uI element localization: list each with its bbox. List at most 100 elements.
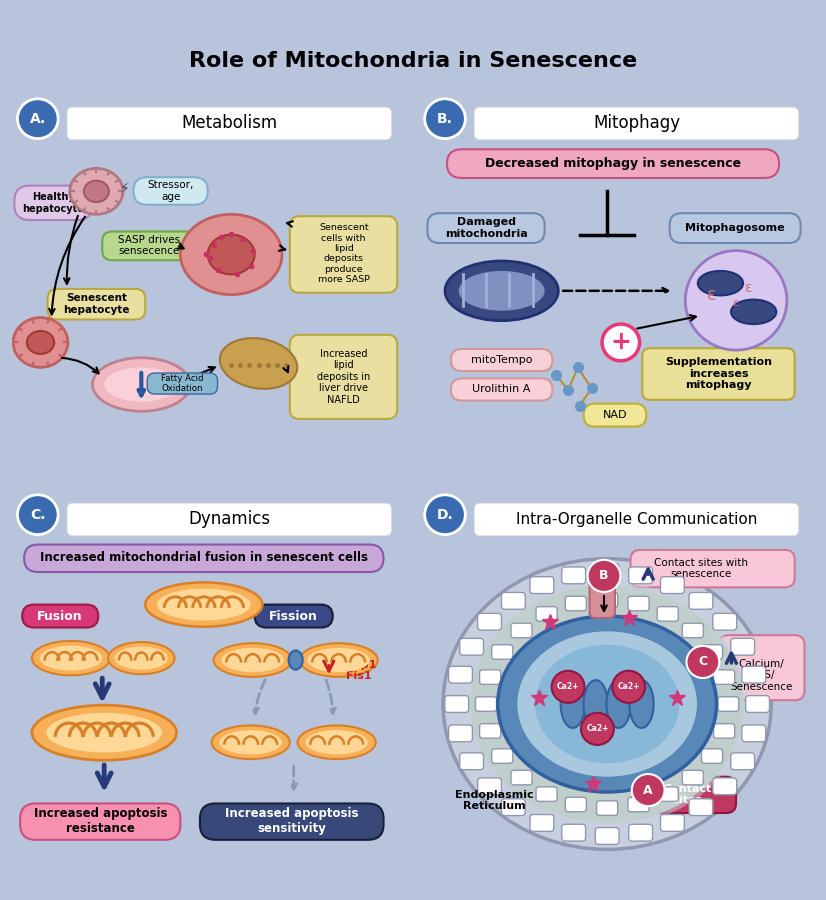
Circle shape <box>686 646 719 678</box>
FancyBboxPatch shape <box>630 550 795 588</box>
Text: ⚡: ⚡ <box>120 182 130 195</box>
Text: Contact
Sites: Contact Sites <box>663 784 711 806</box>
FancyBboxPatch shape <box>596 828 619 844</box>
FancyBboxPatch shape <box>643 348 795 400</box>
Text: C: C <box>698 655 707 669</box>
Ellipse shape <box>70 168 123 214</box>
Ellipse shape <box>32 706 177 760</box>
Ellipse shape <box>27 331 55 354</box>
Ellipse shape <box>307 648 370 672</box>
Ellipse shape <box>443 559 771 850</box>
FancyBboxPatch shape <box>530 577 553 593</box>
Ellipse shape <box>220 730 282 754</box>
FancyBboxPatch shape <box>474 503 799 536</box>
Ellipse shape <box>180 214 282 294</box>
Text: Stressor,
age: Stressor, age <box>147 180 194 202</box>
Text: B.: B. <box>437 112 453 126</box>
FancyBboxPatch shape <box>629 824 653 842</box>
Text: Fission: Fission <box>269 609 318 623</box>
Ellipse shape <box>517 632 697 777</box>
FancyBboxPatch shape <box>713 613 737 630</box>
FancyBboxPatch shape <box>445 696 468 713</box>
FancyBboxPatch shape <box>565 797 586 812</box>
Text: A.: A. <box>30 112 46 126</box>
Text: Intra-Organelle Communication: Intra-Organelle Communication <box>515 512 757 526</box>
FancyBboxPatch shape <box>742 666 766 683</box>
Text: C.: C. <box>30 508 45 522</box>
Ellipse shape <box>561 680 585 728</box>
FancyBboxPatch shape <box>657 607 678 621</box>
Circle shape <box>17 99 58 139</box>
Text: Mitophagy: Mitophagy <box>593 114 680 132</box>
FancyBboxPatch shape <box>584 403 646 427</box>
Text: Decreased mitophagy in senescence: Decreased mitophagy in senescence <box>485 157 741 170</box>
Text: Damaged
mitochondria: Damaged mitochondria <box>444 217 528 239</box>
FancyBboxPatch shape <box>67 107 392 140</box>
Ellipse shape <box>214 644 292 677</box>
FancyBboxPatch shape <box>718 697 738 711</box>
FancyBboxPatch shape <box>661 577 684 593</box>
Ellipse shape <box>535 644 680 763</box>
Ellipse shape <box>208 235 254 274</box>
FancyBboxPatch shape <box>590 574 615 618</box>
Ellipse shape <box>13 318 68 367</box>
FancyBboxPatch shape <box>562 824 586 842</box>
Text: +: + <box>610 330 631 355</box>
Circle shape <box>425 495 465 535</box>
Ellipse shape <box>629 680 653 728</box>
FancyBboxPatch shape <box>501 592 525 609</box>
FancyBboxPatch shape <box>451 378 553 400</box>
FancyBboxPatch shape <box>638 777 736 813</box>
Text: A: A <box>643 784 653 796</box>
Circle shape <box>552 670 585 703</box>
FancyBboxPatch shape <box>491 749 513 763</box>
Text: Contact sites with
senescence: Contact sites with senescence <box>654 558 748 580</box>
Text: ε: ε <box>744 281 752 295</box>
Text: Fusion: Fusion <box>37 609 83 623</box>
FancyBboxPatch shape <box>134 177 208 205</box>
Text: Ca2+: Ca2+ <box>618 682 640 691</box>
Ellipse shape <box>145 582 263 626</box>
FancyBboxPatch shape <box>147 374 217 394</box>
FancyBboxPatch shape <box>731 638 755 655</box>
Text: Urolithin A: Urolithin A <box>472 384 531 394</box>
FancyBboxPatch shape <box>742 725 766 742</box>
Ellipse shape <box>288 651 302 670</box>
Ellipse shape <box>115 646 168 670</box>
Ellipse shape <box>306 730 368 754</box>
FancyBboxPatch shape <box>511 623 532 638</box>
Ellipse shape <box>220 338 297 389</box>
Ellipse shape <box>221 648 284 672</box>
FancyBboxPatch shape <box>447 149 779 178</box>
Text: Fatty Acid
Oxidation: Fatty Acid Oxidation <box>161 374 203 393</box>
Text: Senescent
hepatocyte: Senescent hepatocyte <box>63 293 130 315</box>
Ellipse shape <box>211 725 290 759</box>
Ellipse shape <box>498 616 716 792</box>
FancyBboxPatch shape <box>501 799 525 815</box>
FancyBboxPatch shape <box>530 814 553 832</box>
FancyBboxPatch shape <box>474 107 799 140</box>
Text: ε: ε <box>732 298 738 308</box>
Text: Drp1
Fis1: Drp1 Fis1 <box>346 660 377 681</box>
FancyBboxPatch shape <box>746 696 770 713</box>
FancyBboxPatch shape <box>731 753 755 770</box>
Text: mitoTempo: mitoTempo <box>471 355 533 365</box>
FancyBboxPatch shape <box>565 597 586 611</box>
Text: Supplementation
increases
mitophagy: Supplementation increases mitophagy <box>665 357 772 391</box>
FancyBboxPatch shape <box>491 644 513 660</box>
Ellipse shape <box>458 271 544 310</box>
FancyBboxPatch shape <box>20 804 180 840</box>
FancyBboxPatch shape <box>657 787 678 801</box>
Text: Role of Mitochondria in Senescence: Role of Mitochondria in Senescence <box>189 51 637 71</box>
Circle shape <box>587 560 620 592</box>
FancyBboxPatch shape <box>596 563 619 580</box>
FancyBboxPatch shape <box>254 605 333 627</box>
Text: B: B <box>600 570 609 582</box>
Ellipse shape <box>584 680 608 728</box>
FancyBboxPatch shape <box>670 213 800 243</box>
FancyBboxPatch shape <box>596 593 618 608</box>
Ellipse shape <box>32 641 110 675</box>
FancyBboxPatch shape <box>67 503 392 536</box>
FancyBboxPatch shape <box>511 770 532 785</box>
FancyBboxPatch shape <box>477 613 501 630</box>
